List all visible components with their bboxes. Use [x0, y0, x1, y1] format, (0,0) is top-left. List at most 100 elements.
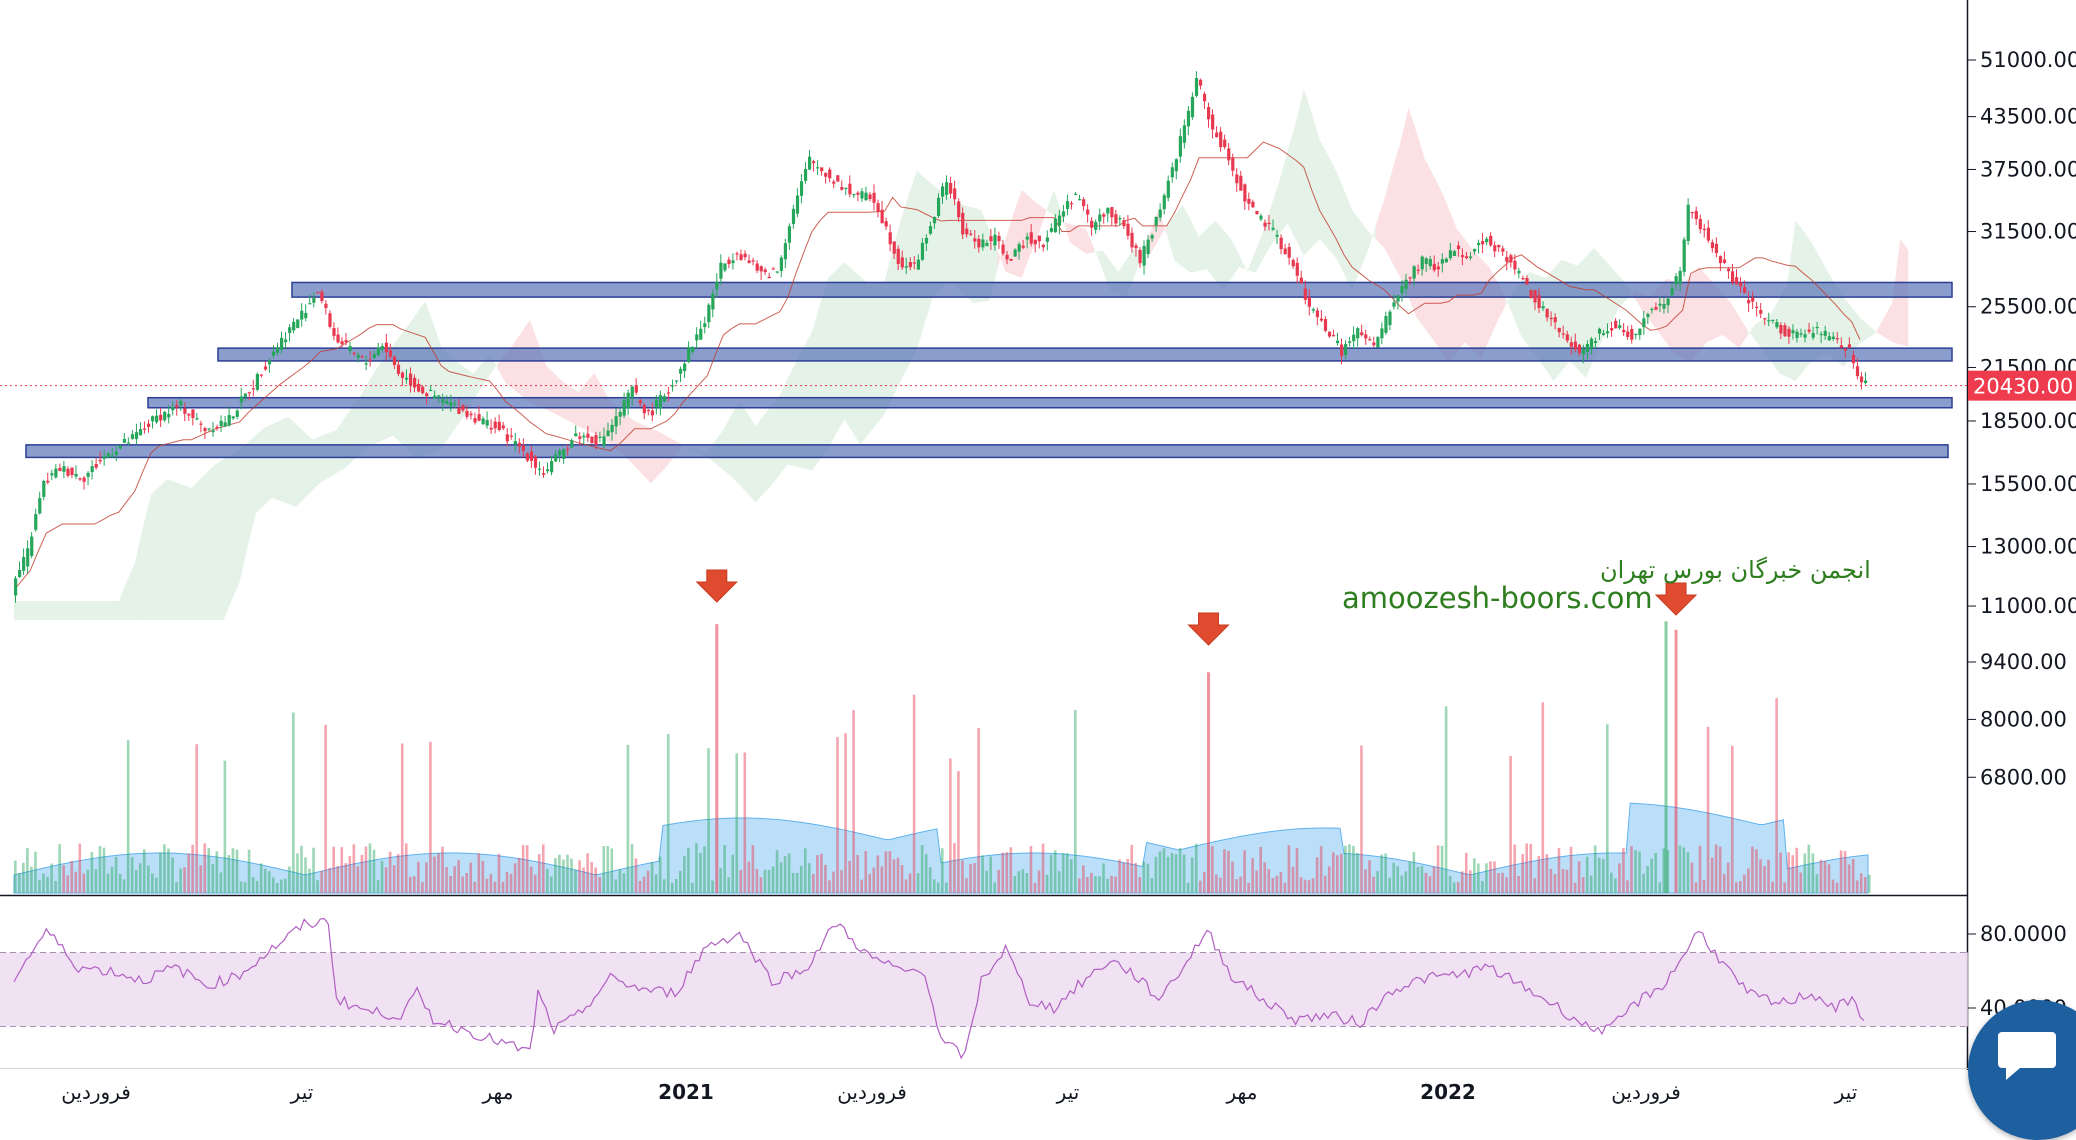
volume-bar	[384, 867, 388, 893]
volume-bar	[417, 861, 420, 893]
sr-zone-2[interactable]	[217, 347, 1953, 362]
volume-bar	[1517, 875, 1520, 893]
sr-zone-4[interactable]	[25, 444, 1949, 459]
volume-bar	[1166, 856, 1170, 893]
candle-body	[501, 425, 505, 429]
down-arrow-icon	[1654, 582, 1698, 616]
volume-bar	[574, 869, 577, 893]
candle-body	[828, 169, 832, 179]
candle-body	[58, 467, 62, 472]
cloud-segment	[191, 479, 200, 620]
candle-body	[989, 236, 993, 242]
volume-bar	[1678, 845, 1682, 893]
cloud-segment	[1360, 220, 1369, 270]
candle-body	[1025, 236, 1029, 240]
volume-bar	[437, 853, 440, 893]
volume-bar	[598, 877, 602, 893]
cloud-segment	[1650, 287, 1659, 332]
volume-bar	[457, 860, 460, 893]
candle-body	[1344, 344, 1348, 356]
candle-body	[1352, 334, 1356, 342]
candle-body	[1759, 309, 1763, 314]
volume-bar	[1231, 861, 1234, 893]
cloud-segment	[1384, 169, 1393, 263]
candle-body	[1251, 201, 1255, 208]
volume-bar	[626, 744, 630, 893]
sr-zone-3[interactable]	[147, 396, 1953, 409]
volume-bar	[1569, 846, 1573, 893]
cloud-segment	[167, 479, 176, 620]
cloud-segment	[231, 449, 240, 601]
candle-body	[844, 187, 848, 189]
volume-bar	[263, 868, 267, 893]
candle-body	[86, 472, 90, 477]
candle-body	[658, 395, 663, 409]
candle-body	[1021, 245, 1025, 248]
candle-body	[1174, 159, 1178, 172]
volume-bar	[271, 877, 275, 893]
volume-bar	[965, 878, 968, 893]
candle-body	[767, 276, 771, 279]
candle-body	[1005, 254, 1009, 260]
volume-bar	[646, 870, 650, 893]
candle-body	[1706, 227, 1710, 241]
candle-body	[691, 346, 695, 352]
volume-bar	[441, 846, 444, 893]
candle-body	[953, 188, 957, 200]
candle-body	[1267, 222, 1271, 225]
candle-body	[106, 453, 110, 458]
candle-body	[1501, 248, 1505, 252]
cloud-segment	[296, 424, 305, 507]
volume-bar	[110, 866, 114, 893]
volume-bar	[348, 855, 352, 893]
candle-body	[1323, 319, 1328, 331]
cloud-segment	[255, 427, 264, 514]
cloud-segment	[1440, 189, 1449, 363]
price-tick-label: 15500.00	[1980, 472, 2076, 496]
volume-bar	[90, 852, 94, 893]
time-label: فروردین	[837, 1080, 907, 1104]
candle-body	[1851, 354, 1856, 364]
candle-body	[590, 436, 594, 444]
volume-bar	[284, 878, 287, 893]
candle-body	[1448, 250, 1453, 259]
candle-body	[400, 372, 405, 378]
cloud-segment	[1078, 226, 1087, 254]
cloud-segment	[1352, 209, 1361, 291]
cloud-segment	[304, 431, 313, 499]
candle-body	[864, 192, 868, 201]
volume-bar	[783, 856, 787, 893]
candle-body	[1493, 245, 1497, 252]
volume-bar	[529, 866, 533, 893]
volume-bar	[1606, 724, 1609, 893]
time-label: 2022	[1420, 1080, 1476, 1104]
candle-body	[509, 435, 513, 437]
volume-bar	[602, 846, 606, 893]
candle-body	[670, 385, 675, 387]
candle-body	[316, 292, 320, 294]
cloud-segment	[417, 301, 426, 459]
volume-bar	[1807, 844, 1811, 893]
volume-bar	[1158, 851, 1162, 893]
candle-body	[1783, 325, 1787, 337]
volume-bar	[1662, 848, 1666, 893]
volume-bar	[513, 863, 517, 893]
volume-bar	[22, 862, 25, 893]
volume-bar	[1400, 875, 1404, 893]
volume-bar	[376, 879, 380, 893]
time-axis[interactable]: فروردین تیر مهر 2021 فروردین تیر مهر 2022 فروردی…	[61, 1080, 1857, 1104]
volume-bar	[936, 882, 940, 893]
cloud-segment	[1884, 303, 1893, 343]
sr-zone-1[interactable]	[291, 281, 1953, 298]
volume-bar	[183, 867, 186, 893]
price-axis[interactable]: 51000.00 43500.00 37500.00 31500.00 25500.00…	[1968, 48, 2076, 789]
volume-bar	[332, 846, 336, 893]
volume-bar	[1440, 845, 1444, 893]
volume-bar	[227, 855, 231, 893]
candle-body	[485, 419, 489, 426]
volume-bar	[1202, 871, 1206, 893]
volume-bar	[1610, 872, 1613, 893]
volume-bar	[606, 846, 610, 893]
volume-bar	[74, 871, 78, 893]
candle-body	[1154, 216, 1158, 226]
